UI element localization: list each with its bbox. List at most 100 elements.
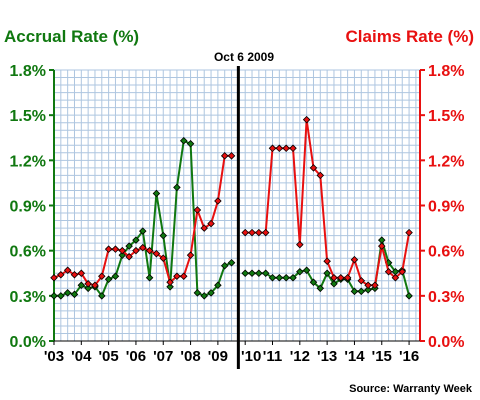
right-tick-label: 1.5% [428, 108, 464, 125]
accrual-point [132, 236, 140, 244]
claims-point [282, 144, 290, 153]
accrual-point [268, 274, 277, 282]
accrual-point [405, 292, 413, 300]
claims-point [186, 251, 195, 259]
claims-point [179, 272, 188, 281]
divider-annotation: Oct 6 2009 [214, 50, 274, 64]
claims-point [241, 228, 249, 237]
claims-point [166, 278, 174, 287]
claims-point [50, 274, 58, 282]
claims-point [337, 274, 345, 282]
claims-point [391, 274, 400, 282]
x-tick-label: '03 [44, 348, 64, 365]
claims-point [145, 246, 154, 255]
accrual-point [255, 269, 263, 278]
left-axis-title: Accrual Rate (%) [4, 27, 139, 46]
claims-point [350, 255, 359, 264]
accrual-point [139, 227, 147, 235]
right-tick-label: 0.6% [428, 244, 464, 261]
accrual-point [63, 289, 72, 297]
x-tick-label: '05 [98, 348, 118, 365]
source-note: Source: Warranty Week [349, 383, 473, 395]
accrual-point [84, 284, 92, 293]
claims-point [98, 272, 106, 281]
x-tick-label: '08 [180, 348, 200, 365]
claims-point [173, 272, 181, 281]
accrual-point [125, 242, 133, 250]
claims-point [200, 224, 208, 232]
claims-point [302, 115, 311, 124]
accrual-point [275, 274, 284, 282]
claims-point [364, 281, 372, 290]
accrual-point [57, 292, 65, 300]
accrual-point [220, 261, 229, 270]
accrual-point [323, 269, 331, 278]
x-tick-label: '04 [71, 348, 92, 365]
claims-point [377, 242, 386, 250]
claims-point [289, 144, 297, 153]
accrual-point [193, 289, 202, 297]
claims-point [70, 270, 79, 279]
claims-point [84, 280, 92, 288]
accrual-point [296, 267, 304, 276]
claims-point [330, 274, 338, 282]
x-tick-label: '16 [399, 348, 419, 365]
claims-point [323, 257, 331, 265]
claims-point [132, 246, 140, 255]
claims-point [296, 240, 304, 249]
accrual-point [207, 289, 215, 297]
x-tick-label: '10 [241, 348, 261, 365]
left-tick-label: 0.0% [10, 334, 46, 351]
accrual-point [111, 272, 120, 281]
x-tick-label: '15 [372, 348, 392, 365]
left-tick-label: 0.9% [10, 199, 46, 216]
left-tick-label: 0.3% [10, 289, 46, 306]
accrual-point [330, 280, 338, 288]
claims-point [159, 254, 168, 262]
claims-point [343, 274, 352, 282]
claims-point [91, 281, 99, 290]
accrual-point [152, 189, 161, 198]
claims-point [118, 246, 127, 255]
claims-point [371, 281, 379, 290]
claims-point [357, 277, 366, 285]
x-tick-label: '09 [208, 348, 228, 365]
accrual-point [118, 251, 127, 259]
claims-point [227, 152, 236, 160]
claims-point [104, 245, 113, 253]
accrual-point [159, 231, 168, 240]
right-tick-label: 0.0% [428, 334, 464, 351]
claims-point [63, 266, 72, 275]
x-tick-label: '12 [290, 348, 310, 365]
claims-point [220, 152, 229, 160]
accrual-point [98, 292, 106, 300]
accrual-point [241, 269, 249, 278]
left-tick-label: 0.6% [10, 244, 46, 261]
x-tick-label: '11 [263, 348, 282, 365]
accrual-point [186, 140, 195, 148]
left-tick-label: 1.8% [10, 63, 46, 80]
accrual-point [282, 274, 290, 282]
accrual-point [350, 287, 359, 296]
claims-point [207, 219, 215, 228]
accrual-point [173, 183, 181, 192]
claims-series [50, 115, 413, 290]
accrual-point [309, 278, 318, 287]
accrual-point [179, 136, 188, 145]
x-tick-label: '06 [126, 348, 146, 365]
x-tick-label: '07 [153, 348, 173, 365]
claims-point [77, 269, 86, 278]
x-tick-label: '13 [317, 348, 337, 365]
right-tick-label: 0.3% [428, 289, 464, 306]
claims-point [268, 144, 277, 153]
accrual-point [227, 258, 236, 267]
accrual-point [145, 274, 154, 282]
claims-point [125, 252, 133, 261]
claims-point [316, 171, 325, 180]
claims-point [275, 144, 284, 153]
right-tick-label: 1.8% [428, 63, 464, 80]
left-tick-label: 1.5% [10, 108, 46, 125]
accrual-point [289, 274, 297, 282]
claims-point [139, 243, 147, 252]
